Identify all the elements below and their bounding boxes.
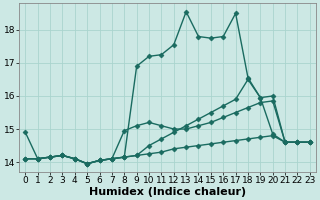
X-axis label: Humidex (Indice chaleur): Humidex (Indice chaleur): [89, 187, 246, 197]
